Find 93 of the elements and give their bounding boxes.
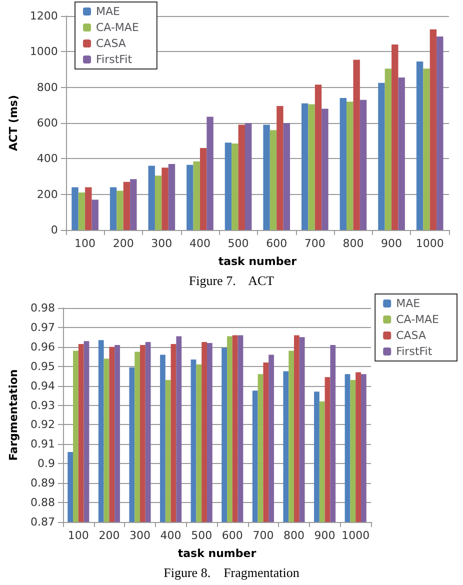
x-tick-label: 900 — [314, 529, 336, 542]
y-tick-label: 200 — [36, 188, 58, 201]
bar — [398, 78, 405, 230]
legend-label: FirstFit — [96, 53, 133, 66]
x-tick-label: 500 — [191, 529, 212, 542]
x-tick-label: 300 — [130, 529, 150, 542]
bar — [72, 187, 78, 230]
legend-label: CASA — [96, 37, 126, 50]
x-tick-label: 200 — [112, 237, 134, 250]
bar — [123, 182, 130, 230]
bar — [353, 60, 360, 230]
bar — [78, 192, 86, 230]
legend-label: CA-MAE — [396, 313, 440, 326]
x-axis-title: task number — [218, 255, 298, 268]
x-tick-label: 800 — [342, 237, 364, 250]
y-tick-label: 400 — [36, 152, 58, 166]
bar — [168, 164, 176, 230]
x-tick-label: 1000 — [342, 529, 370, 542]
x-tick-label: 100 — [74, 237, 96, 250]
bar — [162, 168, 168, 230]
x-tick-label: 200 — [98, 529, 120, 542]
y-tick-label: 0.91 — [30, 438, 55, 451]
text: Figure 7. ACT — [188, 273, 274, 288]
bar — [92, 200, 98, 230]
y-axis-title: Fargmentation — [7, 369, 20, 461]
y-tick-label: 0.96 — [30, 340, 55, 354]
bar — [346, 102, 354, 230]
x-tick-label: 300 — [151, 237, 172, 250]
bar — [392, 44, 398, 230]
bar — [302, 103, 308, 230]
y-tick-label: 0 — [50, 224, 58, 236]
text: Figure 8. Fragmentation — [164, 565, 300, 580]
y-tick-label: 0.87 — [30, 516, 55, 528]
x-tick-label: 100 — [68, 529, 89, 542]
y-tick-label: 800 — [36, 80, 58, 94]
x-tick-label: 500 — [228, 237, 249, 250]
bar — [193, 161, 200, 230]
bar — [436, 36, 444, 230]
y-tick-label: 1200 — [30, 10, 58, 22]
y-tick-label: 600 — [36, 116, 58, 130]
legend-label: MAE — [396, 297, 420, 310]
x-tick-label: 900 — [381, 237, 402, 250]
bar — [423, 68, 430, 230]
bar — [186, 164, 194, 230]
bar — [148, 166, 155, 230]
x-tick-label: 400 — [189, 237, 210, 250]
y-tick-label: 0.92 — [30, 418, 55, 432]
x-tick-label: 700 — [252, 529, 274, 542]
bar — [276, 106, 284, 230]
bar — [340, 98, 347, 230]
bar — [232, 144, 238, 230]
bar — [110, 187, 117, 230]
bar — [314, 84, 322, 230]
bar — [263, 124, 270, 230]
bar — [206, 116, 214, 230]
y-axis-title: ACT (ms) — [7, 95, 20, 151]
y-tick-label: 0.89 — [30, 476, 55, 490]
bar — [384, 68, 392, 230]
bar — [85, 187, 92, 230]
bar — [130, 179, 137, 230]
y-tick-label: 0.98 — [30, 302, 55, 314]
x-tick-label: 800 — [284, 529, 304, 542]
legend-label: FirstFit — [396, 345, 433, 358]
bar — [270, 130, 277, 230]
bar — [224, 142, 232, 230]
legend-label: MAE — [96, 5, 120, 18]
y-tick-label: 0.94 — [30, 379, 55, 392]
legend-label: CA-MAE — [96, 21, 139, 34]
x-tick-label: 600 — [266, 237, 288, 250]
bar — [154, 176, 162, 230]
bar — [116, 190, 124, 230]
bar — [322, 108, 328, 230]
y-tick-label: 0.97 — [30, 320, 55, 334]
bar — [308, 104, 315, 230]
bar — [238, 124, 245, 230]
bar — [283, 123, 290, 230]
x-tick-label: 400 — [160, 529, 182, 542]
y-tick-label: 0.88 — [30, 496, 55, 510]
y-tick-label: 0.95 — [30, 360, 55, 373]
legend-label: CASA — [396, 329, 426, 342]
y-tick-label: 0.93 — [30, 398, 55, 412]
x-axis-title: task number — [178, 547, 257, 560]
bar — [378, 82, 385, 230]
y-tick-label: 1000 — [30, 45, 58, 58]
bar — [244, 123, 252, 230]
bar — [360, 100, 367, 230]
bar — [430, 29, 437, 230]
x-tick-label: 600 — [222, 529, 243, 542]
y-tick-label: 0.9 — [38, 457, 55, 470]
bar — [200, 148, 207, 230]
bar — [416, 61, 424, 230]
x-tick-label: 1000 — [416, 237, 444, 250]
x-tick-label: 700 — [304, 237, 326, 250]
